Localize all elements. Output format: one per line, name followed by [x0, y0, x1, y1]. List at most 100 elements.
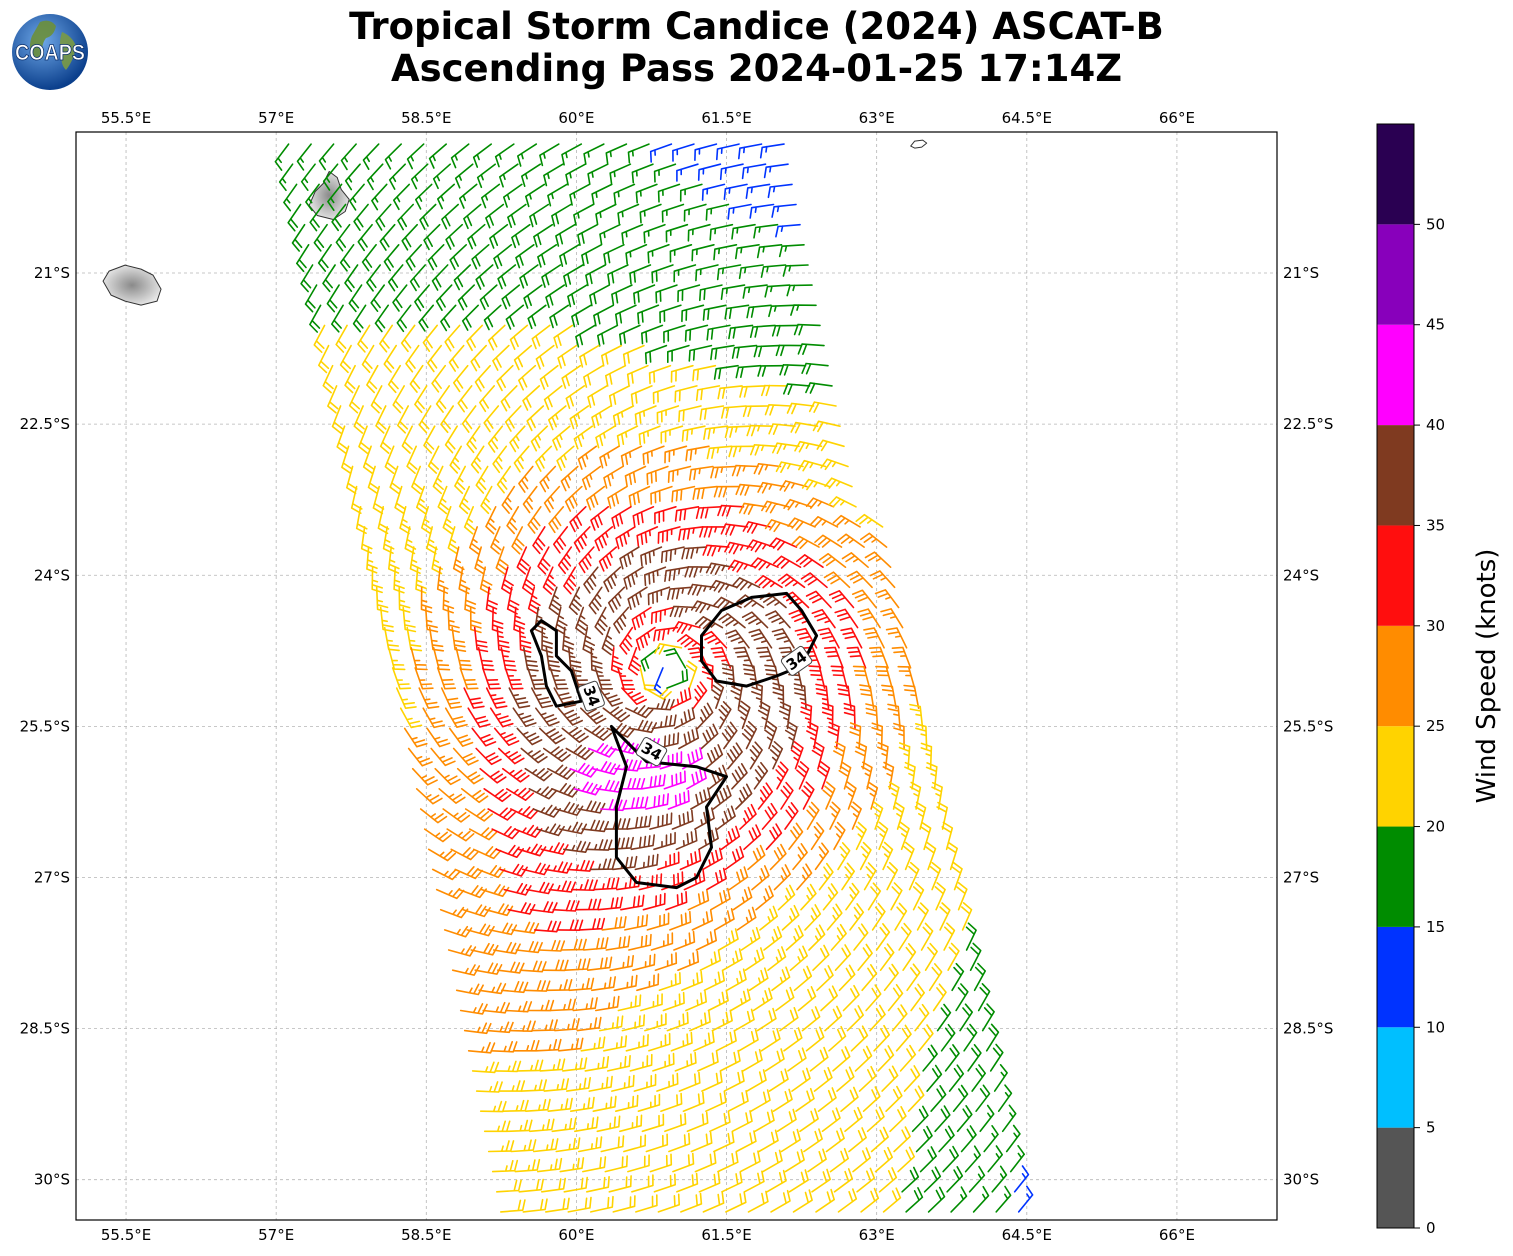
wind-barb	[739, 1150, 761, 1173]
land-layer	[102, 139, 928, 306]
wind-barb	[481, 667, 502, 690]
wind-barb	[607, 1055, 631, 1072]
wind-barb	[612, 405, 635, 427]
wind-barb	[510, 806, 539, 820]
wind-barb	[724, 304, 750, 320]
wind-barb	[561, 364, 582, 389]
wind-barb	[684, 324, 709, 342]
wind-barb	[909, 703, 924, 730]
wind-barb	[726, 968, 747, 992]
wind-barb	[796, 863, 813, 891]
wind-barb	[783, 383, 811, 395]
wind-barb	[709, 223, 734, 241]
wind-barb	[673, 264, 697, 283]
wind-barb	[579, 917, 606, 931]
wind-barb	[587, 163, 609, 185]
wind-barb	[637, 304, 660, 325]
wind-barb	[361, 244, 377, 272]
wind-barb	[964, 1145, 981, 1173]
wind-barb	[783, 498, 812, 511]
wind-barb	[494, 1060, 522, 1073]
wind-barb	[387, 364, 401, 394]
wind-barb	[810, 516, 839, 528]
wind-barb	[746, 539, 775, 553]
wind-barb	[509, 425, 526, 453]
wind-barb	[702, 544, 730, 557]
colorbar-tick-label: 25	[1426, 717, 1445, 735]
wind-barb	[858, 1065, 877, 1092]
wind-barb	[447, 945, 477, 957]
wind-barb	[808, 401, 837, 413]
wind-barb	[904, 761, 916, 790]
wind-barb	[850, 1025, 869, 1052]
wind-barb	[479, 767, 507, 784]
wind-barb	[676, 163, 699, 182]
wind-barb	[619, 626, 634, 655]
wind-barb	[772, 682, 785, 709]
wind-barb	[649, 812, 673, 830]
wind-barb	[791, 1067, 811, 1092]
wind-barb	[843, 702, 856, 730]
wind-barb	[623, 1134, 647, 1153]
wind-barb	[667, 586, 693, 601]
wind-barb	[909, 781, 922, 810]
wind-barb	[444, 707, 468, 728]
wind-barb	[804, 904, 822, 931]
wind-barb	[548, 586, 562, 615]
wind-barb	[485, 687, 508, 709]
colorbar-tick-label: 20	[1426, 818, 1445, 836]
wind-barb	[741, 720, 758, 750]
wind-barb	[422, 707, 446, 729]
wind-barb	[891, 646, 912, 669]
wind-barb	[625, 244, 648, 265]
wind-barb	[736, 906, 757, 931]
wind-barb	[833, 1168, 853, 1193]
wind-barb	[452, 747, 479, 766]
wind-barb	[806, 721, 819, 750]
wind-barb	[615, 1094, 639, 1112]
wind-barb	[897, 665, 916, 689]
wind-barb	[764, 284, 791, 298]
wind-barb	[553, 687, 577, 708]
wind-barb	[537, 1157, 563, 1173]
wind-barb	[607, 485, 628, 509]
wind-barb	[731, 763, 748, 790]
lat-tick-label-right: 24°S	[1283, 566, 1319, 584]
wind-barb	[893, 722, 905, 750]
wind-barb	[844, 1106, 863, 1133]
wind-barb	[529, 203, 550, 228]
wind-barb	[537, 244, 558, 268]
wind-barb	[471, 244, 490, 270]
wind-barb	[542, 566, 556, 595]
wind-barb	[541, 264, 562, 288]
wind-barb	[431, 868, 461, 881]
wind-barb	[619, 1114, 643, 1133]
wind-barb	[588, 742, 617, 758]
wind-barb	[927, 1186, 946, 1213]
wind-barb	[926, 1064, 943, 1092]
wind-barb	[453, 264, 471, 291]
wind-barb	[728, 445, 755, 458]
wind-barb	[871, 722, 883, 750]
wind-barb	[444, 425, 458, 454]
wind-barb	[763, 163, 789, 179]
wind-barb	[793, 323, 821, 336]
wind-barb	[688, 344, 713, 362]
wind-barb	[757, 782, 773, 810]
wind-barb	[602, 706, 631, 723]
wind-barb	[542, 959, 569, 972]
wind-barb	[936, 1003, 952, 1032]
wind-barb	[833, 821, 846, 851]
wind-barb	[656, 405, 680, 424]
wind-barb	[527, 586, 541, 615]
wind-barb	[603, 1035, 628, 1052]
wind-barb	[495, 844, 524, 858]
wind-barb	[467, 1041, 496, 1054]
wind-barb	[383, 344, 397, 373]
wind-barb	[474, 962, 503, 975]
wind-barb	[617, 203, 640, 225]
wind-barb	[754, 1109, 775, 1133]
wind-barb	[578, 546, 595, 574]
wind-barb	[600, 1135, 625, 1153]
wind-barb	[432, 163, 451, 190]
